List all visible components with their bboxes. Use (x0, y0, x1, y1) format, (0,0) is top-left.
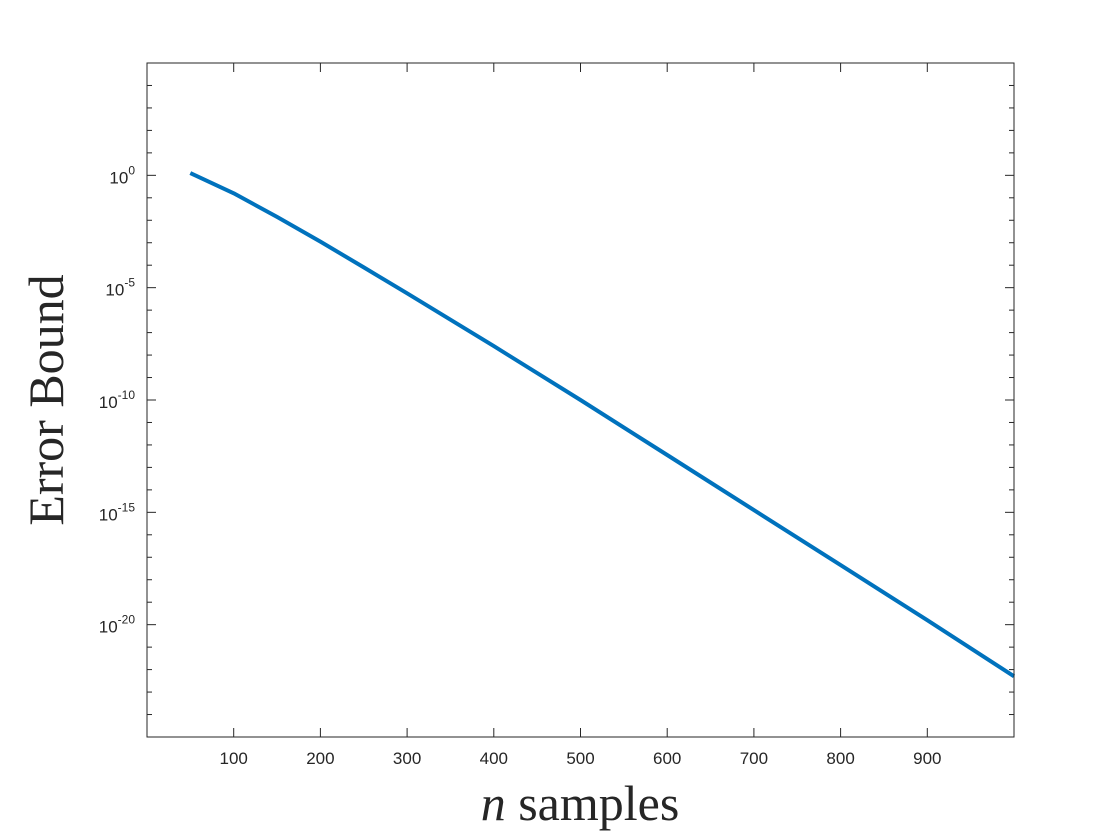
x-axis-title: n samples (481, 775, 680, 831)
x-tick-label: 400 (480, 749, 508, 768)
y-tick-labels: 100 10-5 10-10 10-15 10-20 (99, 163, 136, 636)
x-tick-label: 600 (653, 749, 681, 768)
series-layer (189, 171, 1016, 678)
plot-area-border (146, 62, 1015, 738)
x-tick-labels: 100 200 300 400 500 600 700 800 900 (220, 749, 942, 768)
x-tick-label: 800 (826, 749, 854, 768)
x-tick-label: 900 (913, 749, 941, 768)
x-tick-label: 300 (393, 749, 421, 768)
y-tick-label: 10-15 (99, 500, 136, 524)
y-axis-title: Error Bound (18, 274, 74, 525)
y-tick-label: 10-5 (105, 276, 135, 300)
y-tick-label: 10-20 (99, 613, 136, 637)
series-line (189, 171, 1016, 678)
x-tick-label: 500 (566, 749, 594, 768)
x-tick-label: 200 (306, 749, 334, 768)
y-tick-label: 100 (109, 163, 135, 187)
x-tick-label: 100 (220, 749, 248, 768)
x-tick-label: 700 (740, 749, 768, 768)
axis-ticks (147, 63, 1014, 737)
y-tick-label: 10-10 (99, 388, 136, 412)
